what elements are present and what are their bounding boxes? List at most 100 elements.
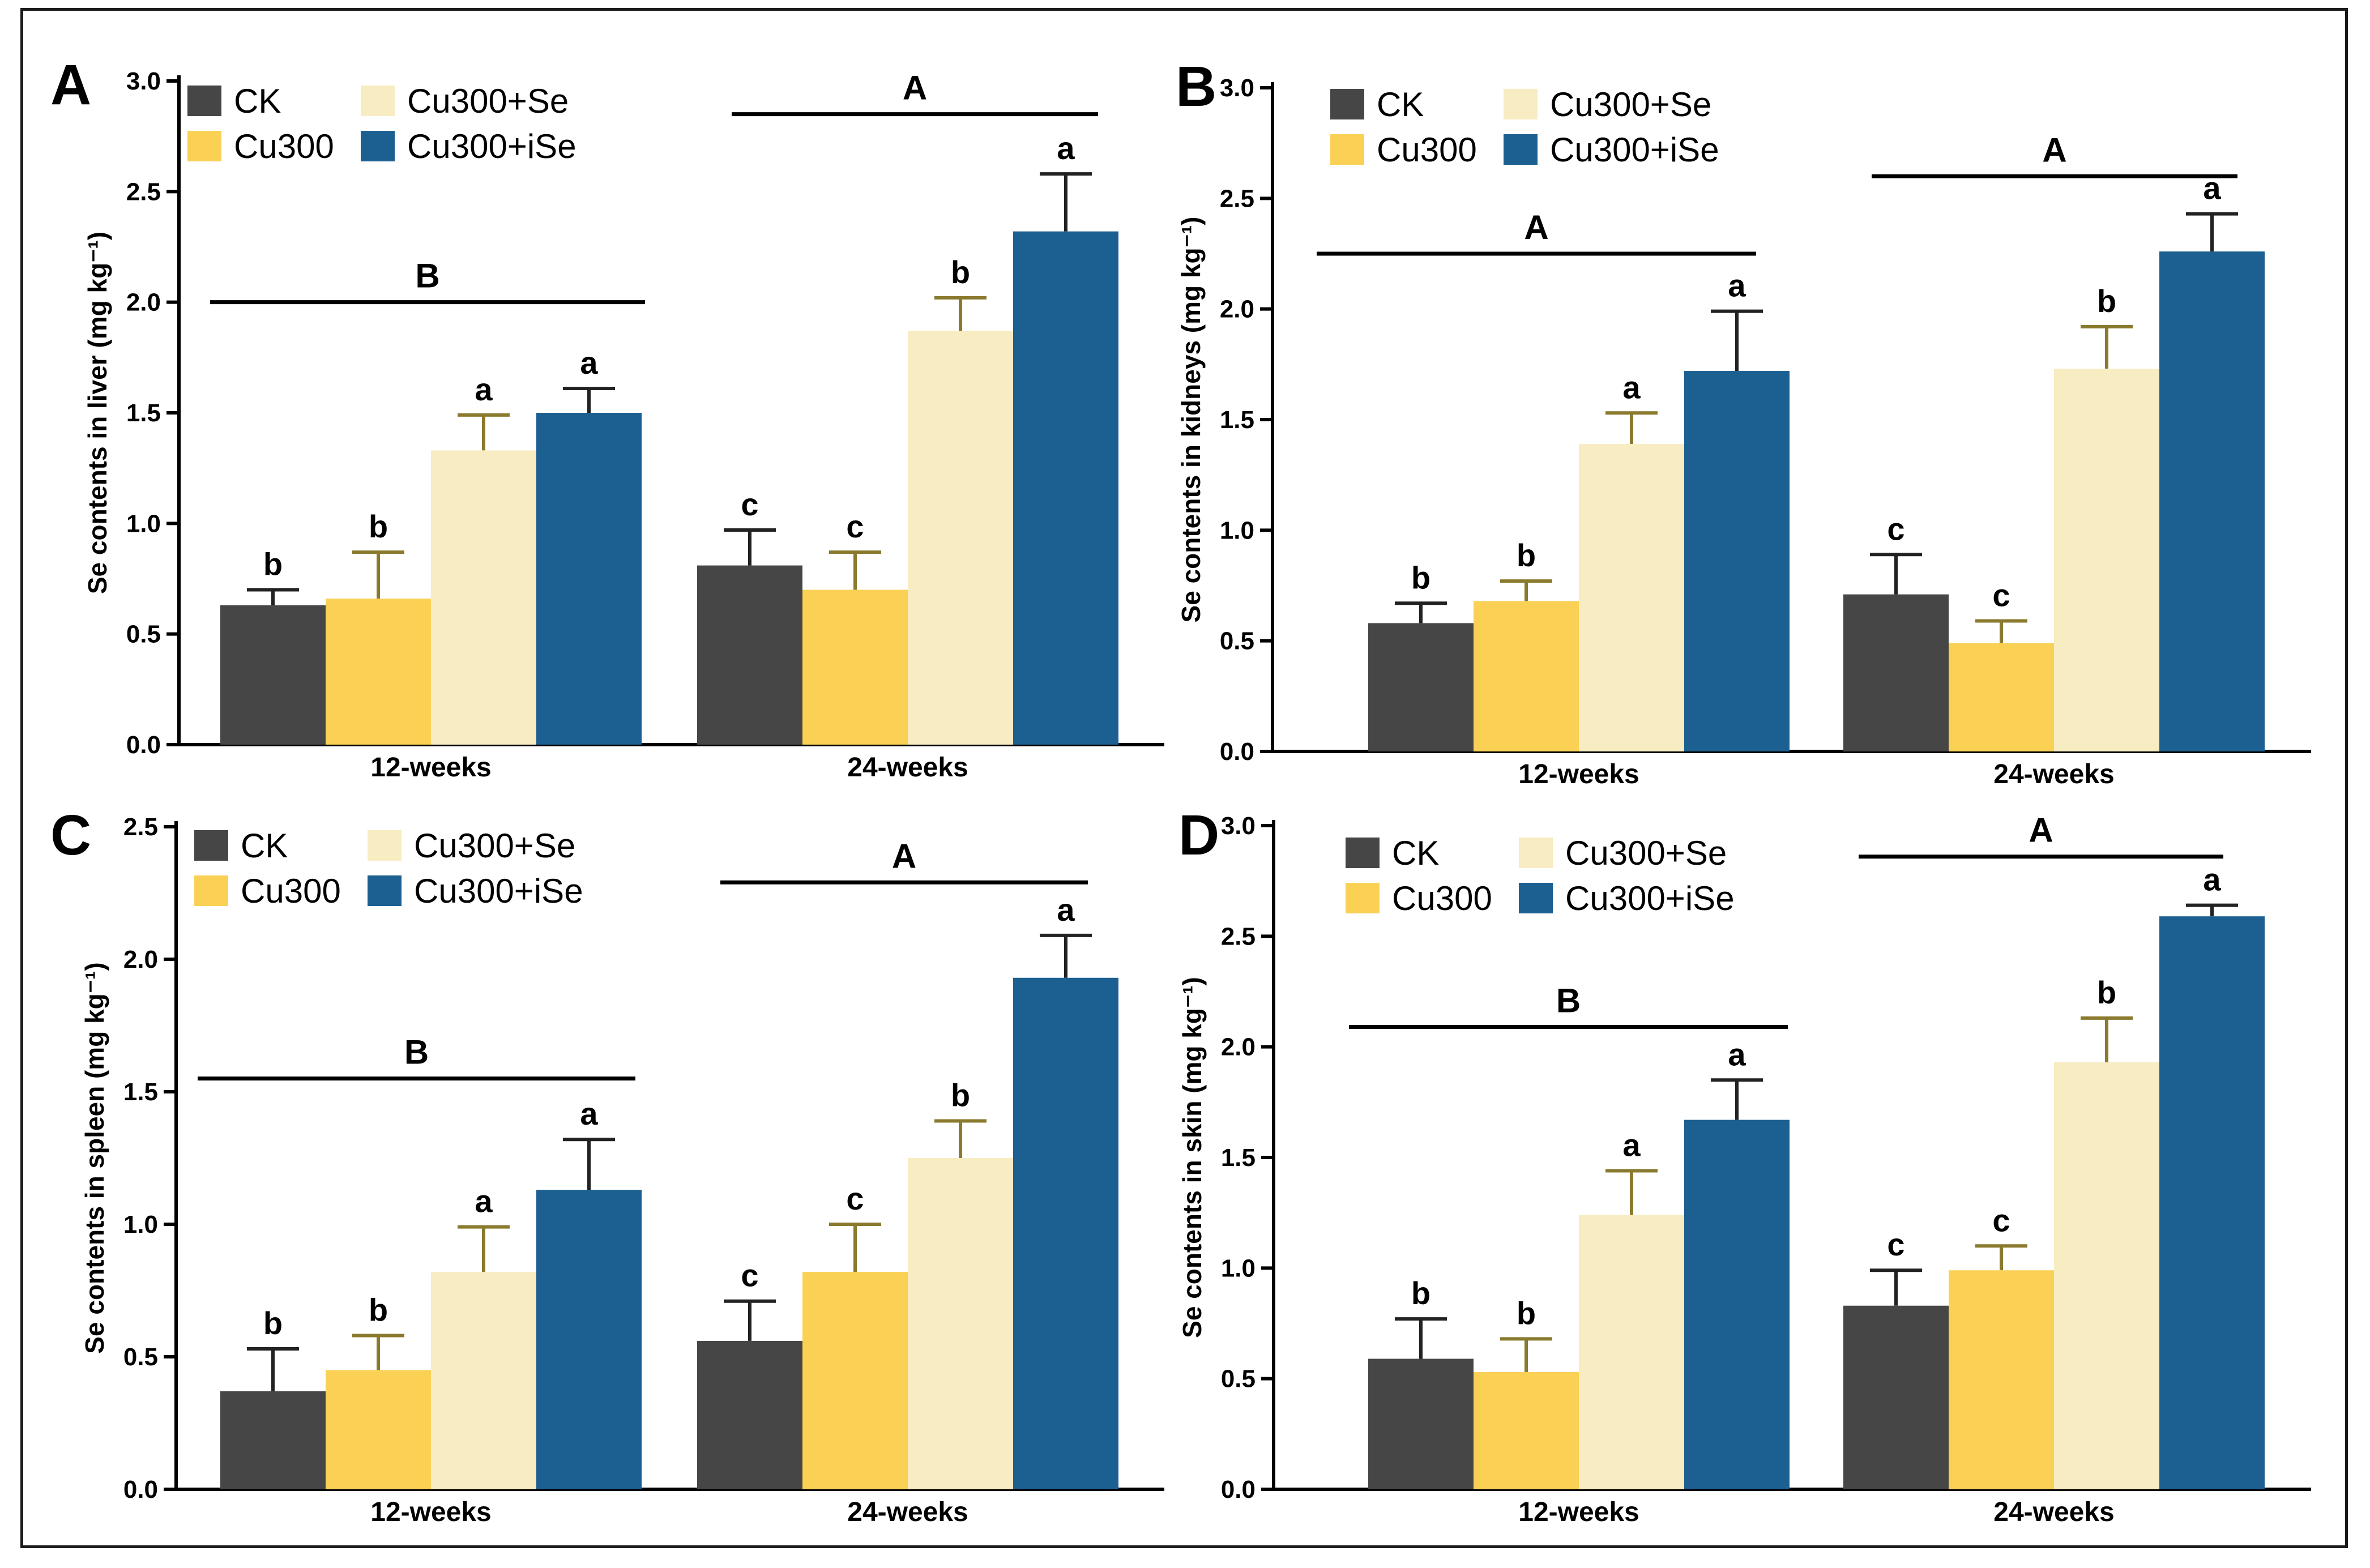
legend-swatch — [194, 875, 228, 906]
legend: CK Cu300 Cu300+Se Cu300+iSe — [187, 82, 577, 165]
significance-letter: c — [1887, 511, 1904, 546]
y-tick-label: 0.0 — [123, 1476, 158, 1503]
x-category-label: 24-weeks — [1993, 1497, 2115, 1527]
bar-cu300 — [1474, 601, 1579, 751]
legend-label: Cu300 — [1392, 879, 1492, 917]
y-tick-label: 1.5 — [126, 399, 161, 427]
significance-letter: a — [1622, 369, 1641, 405]
legend-label: Cu300+iSe — [407, 127, 577, 165]
significance-letter: b — [1517, 537, 1536, 573]
x-category-label: 24-weeks — [847, 1497, 968, 1527]
bar-cu300-ise — [1013, 231, 1118, 745]
significance-letter: a — [475, 1184, 493, 1219]
bar-cu300 — [802, 1272, 908, 1489]
legend-swatch — [187, 86, 221, 116]
x-category-label: 12-weeks — [370, 1497, 492, 1527]
y-tick-label: 2.5 — [123, 813, 158, 841]
y-tick-label: 2.5 — [126, 178, 161, 206]
bar-ck — [220, 605, 326, 745]
bar-cu300-ise — [536, 1190, 642, 1489]
bar-cu300-ise — [1684, 1120, 1790, 1489]
legend-swatch — [1346, 883, 1380, 913]
panel-label: D — [1178, 804, 1219, 867]
legend-swatch — [361, 131, 395, 161]
significance-letter: a — [1057, 130, 1075, 166]
significance-letter: b — [951, 1077, 970, 1113]
bar-cu300-se — [2054, 369, 2159, 751]
bar-cu300-se — [431, 450, 536, 745]
significance-letter: a — [475, 371, 493, 407]
significance-letter: c — [741, 486, 758, 522]
y-axis-label: Se contents in kidneys (mg kg⁻¹) — [1176, 217, 1206, 623]
y-axis-label: Se contents in spleen (mg kg⁻¹) — [80, 962, 109, 1353]
legend: CK Cu300 Cu300+Se Cu300+iSe — [1330, 86, 1719, 169]
legend-label: Cu300 — [241, 872, 341, 910]
legend-label: CK — [241, 827, 288, 865]
significance-letter: c — [846, 509, 864, 544]
bar-cu300-ise — [2159, 916, 2265, 1489]
y-axis-label: Se contents in liver (mg kg⁻¹) — [83, 232, 112, 594]
group-letter: B — [404, 1033, 429, 1071]
y-tick-label: 3.0 — [126, 67, 161, 95]
x-category-label: 24-weeks — [1993, 759, 2115, 789]
significance-letter: b — [263, 546, 283, 582]
legend: CK Cu300 Cu300+Se Cu300+iSe — [194, 827, 583, 910]
group-letter: A — [2042, 131, 2066, 169]
y-tick-label: 3.0 — [1221, 812, 1256, 840]
bar-cu300 — [1949, 1270, 2054, 1489]
bar-cu300-se — [908, 331, 1013, 745]
significance-letter: a — [580, 345, 598, 381]
y-tick-label: 1.5 — [1221, 1144, 1256, 1172]
significance-letter: c — [846, 1181, 864, 1216]
group-letter: A — [2029, 811, 2053, 849]
significance-letter: a — [1728, 268, 1746, 304]
y-tick-label: 0.5 — [126, 621, 161, 648]
panel-a: A 0.0 0.5 1.0 1.5 2.0 2.5 3.0 Se contents in liv… — [50, 53, 1164, 783]
significance-letter: a — [1728, 1036, 1746, 1072]
y-tick-label: 2.5 — [1220, 185, 1254, 212]
bar-cu300-se — [1579, 443, 1684, 751]
bar-cu300-ise — [1013, 977, 1118, 1489]
bar-cu300-ise — [1684, 371, 1790, 751]
legend-swatch — [1504, 89, 1538, 119]
y-tick-label: 0.5 — [1220, 627, 1254, 655]
group-letter: A — [892, 837, 916, 875]
legend-label: CK — [1377, 86, 1424, 123]
significance-letter: b — [1411, 1275, 1430, 1311]
bar-cu300 — [326, 599, 431, 745]
x-category-label: 24-weeks — [847, 753, 968, 783]
bar-cu300-se — [1579, 1215, 1684, 1489]
y-tick-label: 0.0 — [1220, 738, 1254, 766]
group-letter: B — [415, 257, 439, 295]
legend-swatch — [1330, 89, 1364, 119]
bar-cu300-ise — [536, 413, 642, 745]
bar-cu300-se — [908, 1158, 1013, 1489]
significance-letter: b — [2097, 283, 2116, 319]
y-tick-label: 2.0 — [126, 289, 161, 317]
legend-swatch — [1519, 838, 1553, 868]
bar-cu300-ise — [2159, 251, 2265, 751]
significance-letter: c — [741, 1258, 758, 1293]
significance-letter: c — [1887, 1227, 1904, 1262]
legend-label: Cu300 — [234, 127, 334, 165]
legend-label: Cu300+iSe — [1565, 879, 1735, 917]
group-letter: B — [1556, 982, 1581, 1020]
figure-frame: A 0.0 0.5 1.0 1.5 2.0 2.5 3.0 Se contents in liv… — [20, 8, 2348, 1548]
y-tick-label: 0.0 — [126, 731, 161, 759]
legend: CK Cu300 Cu300+Se Cu300+iSe — [1346, 834, 1735, 917]
bar-ck — [697, 565, 802, 745]
legend-swatch — [368, 875, 402, 906]
legend-swatch — [1504, 134, 1538, 165]
legend-swatch — [1330, 134, 1364, 165]
x-category-label: 12-weeks — [1518, 759, 1639, 789]
bar-cu300 — [1474, 1372, 1579, 1489]
significance-letter: b — [1517, 1295, 1536, 1331]
significance-letter: b — [369, 509, 388, 544]
group-letter: A — [1524, 208, 1548, 246]
significance-letter: b — [263, 1305, 283, 1341]
significance-letter: b — [2097, 975, 2116, 1010]
y-tick-label: 2.0 — [1220, 296, 1254, 323]
legend-label: Cu300+iSe — [1550, 131, 1719, 169]
legend-label: Cu300 — [1377, 131, 1477, 169]
y-tick-label: 1.0 — [1221, 1254, 1256, 1282]
